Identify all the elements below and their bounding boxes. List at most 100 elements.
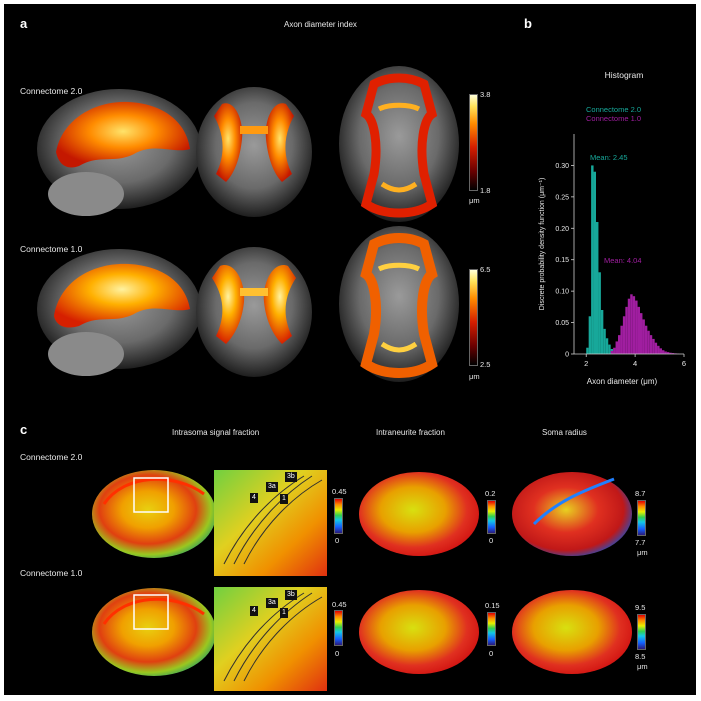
- colorbar-max: 8.7: [635, 489, 646, 498]
- inf-brain-c2: [359, 472, 479, 556]
- zoom-box: [133, 594, 169, 630]
- region-label-3b: 3b: [285, 590, 297, 600]
- histogram-bar-c1: [662, 350, 665, 354]
- coronal-slice-c1: [196, 247, 312, 377]
- cortical-surface-maps: [92, 470, 632, 691]
- histogram-bar-c2: [605, 338, 609, 354]
- histogram-bar-c1: [647, 330, 650, 354]
- histogram-bar-c1: [666, 352, 670, 354]
- histogram-bars: [586, 165, 680, 354]
- colorbar-inf-c2: [487, 500, 496, 534]
- annotation-mean-c1: Mean: 4.04: [604, 256, 642, 265]
- colorbar-isf-c1: [334, 610, 343, 646]
- isf-brain-c1: [92, 588, 216, 676]
- histogram-bar-c1: [640, 313, 643, 354]
- y-tick-label: 0.05: [555, 320, 569, 327]
- colorbar-min: 0: [489, 536, 494, 545]
- isf-brain-c2: [92, 470, 216, 558]
- title-soma-radius: Soma radius: [542, 428, 587, 437]
- histogram-bar-c1: [618, 335, 621, 354]
- panel-c-letter: c: [20, 422, 28, 437]
- colorbar-sr-c2: [637, 500, 646, 536]
- histogram-bar-c1: [620, 325, 623, 354]
- histogram-bar-c1: [613, 347, 616, 354]
- colorbar-min: 0: [335, 649, 340, 658]
- sr-brain-c1: [512, 590, 632, 674]
- y-axis-label: Discrete probability density function (μ…: [539, 178, 546, 311]
- histogram-bar-c1: [630, 294, 633, 354]
- panel-a-letter: a: [20, 16, 28, 31]
- y-tick-label: 0: [565, 352, 569, 359]
- histogram-bar-c2: [588, 316, 592, 354]
- histogram-bar-c1: [642, 319, 645, 354]
- legend-connectome-2: Connectome 2.0: [586, 105, 641, 114]
- colorbar-inf-c1: [487, 612, 496, 646]
- histogram-bar-c2: [596, 222, 599, 354]
- colorbar-unit: μm: [469, 196, 480, 205]
- region-label-4: 4: [250, 493, 258, 503]
- x-axis-label: Axon diameter (μm): [587, 377, 658, 386]
- y-tick-label: 0.10: [555, 289, 569, 296]
- histogram-bar-c1: [649, 335, 653, 354]
- colorbar-axon-c2: [469, 94, 478, 191]
- histogram-bar-c1: [635, 300, 638, 354]
- histogram-bar-c1: [664, 351, 667, 354]
- figure-panel: a Axon diameter index Connectome 2.0 Con…: [4, 4, 696, 695]
- colorbar-max: 6.5: [480, 265, 491, 274]
- region-label-3a: 3a: [266, 598, 278, 608]
- axial-slice-c2: [339, 66, 459, 222]
- histogram-bar-c2: [586, 347, 589, 354]
- axial-slice-c1: [339, 226, 459, 382]
- colorbar-unit: μm: [637, 662, 648, 671]
- y-tick-label: 0.30: [555, 163, 569, 170]
- annotation-mean-c2: Mean: 2.45: [590, 153, 628, 162]
- legend-connectome-1: Connectome 1.0: [586, 114, 641, 123]
- colorbar-max: 0.15: [485, 601, 500, 610]
- histogram-bar-c2: [600, 310, 604, 354]
- histogram-bar-c2: [608, 344, 611, 354]
- row-label-connectome-1: Connectome 1.0: [20, 568, 83, 578]
- histogram-bar-c1: [657, 345, 660, 354]
- histogram-bar-c2: [603, 328, 606, 354]
- histogram-bar-c1: [652, 338, 655, 354]
- histogram-bar-c1: [632, 296, 636, 354]
- histogram-bar-c1: [654, 342, 658, 354]
- y-tick-label: 0.15: [555, 257, 569, 264]
- histogram-bar-c2: [593, 171, 596, 354]
- region-label-4: 4: [250, 606, 258, 616]
- histogram-bar-c1: [627, 298, 631, 354]
- colorbar-min: 0: [335, 536, 340, 545]
- histogram-bar-c1: [659, 348, 662, 354]
- histogram-bar-c2: [598, 272, 601, 354]
- x-tick-label: 4: [633, 359, 637, 368]
- region-label-1: 1: [280, 608, 288, 618]
- colorbar-max: 0.2: [485, 489, 496, 498]
- histogram-bar-c1: [610, 350, 614, 354]
- colorbar-max: 3.8: [480, 90, 491, 99]
- colorbar-max: 9.5: [635, 603, 646, 612]
- coronal-slice-c2: [196, 87, 312, 217]
- histogram-bar-c1: [615, 341, 618, 354]
- colorbar-sr-c1: [637, 614, 646, 650]
- axon-diameter-brain-maps: [37, 66, 459, 382]
- region-label-3a: 3a: [266, 482, 278, 492]
- histogram-axes: 2 4 6 0 0.05 0.10 0.15 0.20 0.25 0.30: [555, 134, 686, 368]
- y-tick-label: 0.25: [555, 194, 569, 201]
- histogram-bar-c1: [625, 306, 628, 354]
- histogram-bar-c2: [591, 165, 594, 354]
- title-intraneurite: Intraneurite fraction: [376, 428, 445, 437]
- region-label-1: 1: [280, 494, 288, 504]
- colorbar-isf-c2: [334, 498, 343, 534]
- panel-b-letter: b: [524, 16, 532, 31]
- inf-brain-c1: [359, 590, 479, 674]
- histogram-bar-c1: [622, 316, 626, 354]
- row-label-connectome-2: Connectome 2.0: [20, 452, 83, 462]
- x-tick-label: 2: [584, 359, 588, 368]
- region-label-3b: 3b: [285, 472, 297, 482]
- chart-title: Histogram: [605, 70, 644, 80]
- colorbar-min: 2.5: [480, 360, 491, 369]
- colorbar-unit: μm: [637, 548, 648, 557]
- histogram-bar-c1: [671, 353, 675, 354]
- colorbar-unit: μm: [469, 372, 480, 381]
- sagittal-slice-c1: [37, 249, 201, 376]
